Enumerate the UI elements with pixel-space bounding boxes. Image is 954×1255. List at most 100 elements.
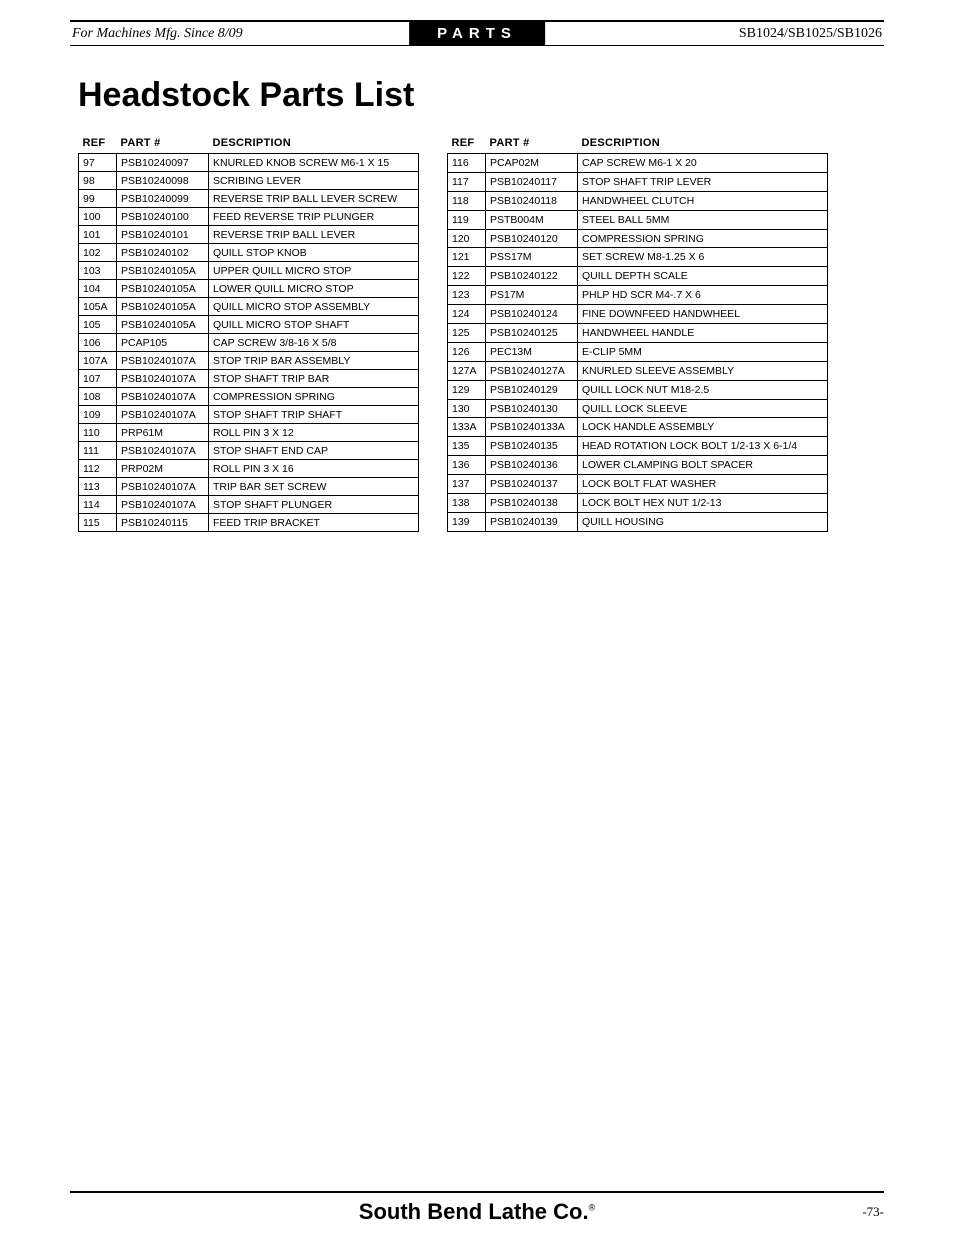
cell-desc: LOCK BOLT HEX NUT 1/2-13 — [578, 494, 828, 513]
col-header-part: PART # — [117, 133, 209, 154]
cell-part: PSB10240127A — [486, 361, 578, 380]
table-row: 112PRP02MROLL PIN 3 X 16 — [79, 460, 419, 478]
cell-part: PSB10240137 — [486, 475, 578, 494]
page-footer: South Bend Lathe Co.® -73- — [70, 1191, 884, 1225]
col-header-desc: DESCRIPTION — [209, 133, 419, 154]
cell-desc: CAP SCREW 3/8-16 X 5/8 — [209, 334, 419, 352]
parts-table-right: REF PART # DESCRIPTION 116PCAP02MCAP SCR… — [447, 133, 828, 532]
cell-ref: 121 — [448, 248, 486, 267]
cell-ref: 100 — [79, 208, 117, 226]
table-row: 136PSB10240136LOWER CLAMPING BOLT SPACER — [448, 456, 828, 475]
cell-ref: 107A — [79, 352, 117, 370]
cell-desc: QUILL DEPTH SCALE — [578, 267, 828, 286]
footer-brand: South Bend Lathe Co.® — [359, 1199, 595, 1225]
cell-ref: 139 — [448, 512, 486, 531]
cell-desc: STOP SHAFT PLUNGER — [209, 496, 419, 514]
cell-ref: 117 — [448, 172, 486, 191]
table-row: 122PSB10240122QUILL DEPTH SCALE — [448, 267, 828, 286]
cell-part: PSB10240107A — [117, 388, 209, 406]
cell-part: PSB10240107A — [117, 352, 209, 370]
cell-ref: 120 — [448, 229, 486, 248]
cell-desc: STOP TRIP BAR ASSEMBLY — [209, 352, 419, 370]
table-row: 119PSTB004MSTEEL BALL 5MM — [448, 210, 828, 229]
cell-ref: 102 — [79, 244, 117, 262]
cell-desc: FEED REVERSE TRIP PLUNGER — [209, 208, 419, 226]
cell-part: PSB10240115 — [117, 514, 209, 532]
registered-mark: ® — [589, 1203, 596, 1213]
cell-ref: 129 — [448, 380, 486, 399]
cell-ref: 114 — [79, 496, 117, 514]
table-row: 101PSB10240101REVERSE TRIP BALL LEVER — [79, 226, 419, 244]
table-row: 108PSB10240107ACOMPRESSION SPRING — [79, 388, 419, 406]
table-row: 115PSB10240115FEED TRIP BRACKET — [79, 514, 419, 532]
table-row: 104PSB10240105ALOWER QUILL MICRO STOP — [79, 280, 419, 298]
cell-part: PSB10240124 — [486, 305, 578, 324]
cell-desc: STOP SHAFT TRIP SHAFT — [209, 406, 419, 424]
cell-part: PSB10240136 — [486, 456, 578, 475]
cell-desc: QUILL LOCK SLEEVE — [578, 399, 828, 418]
table-header-row: REF PART # DESCRIPTION — [448, 133, 828, 154]
cell-part: PSB10240100 — [117, 208, 209, 226]
table-row: 100PSB10240100FEED REVERSE TRIP PLUNGER — [79, 208, 419, 226]
cell-desc: PHLP HD SCR M4-.7 X 6 — [578, 286, 828, 305]
cell-desc: LOCK BOLT FLAT WASHER — [578, 475, 828, 494]
cell-ref: 105 — [79, 316, 117, 334]
cell-part: PSB10240099 — [117, 190, 209, 208]
cell-part: PSB10240117 — [486, 172, 578, 191]
cell-desc: FINE DOWNFEED HANDWHEEL — [578, 305, 828, 324]
cell-part: PSB10240107A — [117, 442, 209, 460]
cell-ref: 105A — [79, 298, 117, 316]
table-row: 107APSB10240107ASTOP TRIP BAR ASSEMBLY — [79, 352, 419, 370]
table-row: 111PSB10240107ASTOP SHAFT END CAP — [79, 442, 419, 460]
table-row: 124PSB10240124FINE DOWNFEED HANDWHEEL — [448, 305, 828, 324]
header-left-text: For Machines Mfg. Since 8/09 — [70, 26, 243, 42]
cell-desc: COMPRESSION SPRING — [209, 388, 419, 406]
cell-ref: 125 — [448, 324, 486, 343]
cell-part: PEC13M — [486, 342, 578, 361]
cell-desc: KNURLED KNOB SCREW M6-1 X 15 — [209, 154, 419, 172]
cell-desc: REVERSE TRIP BALL LEVER — [209, 226, 419, 244]
cell-ref: 106 — [79, 334, 117, 352]
table-row: 137PSB10240137LOCK BOLT FLAT WASHER — [448, 475, 828, 494]
cell-ref: 119 — [448, 210, 486, 229]
cell-desc: HEAD ROTATION LOCK BOLT 1/2-13 X 6-1/4 — [578, 437, 828, 456]
cell-ref: 98 — [79, 172, 117, 190]
cell-desc: LOWER QUILL MICRO STOP — [209, 280, 419, 298]
cell-desc: LOCK HANDLE ASSEMBLY — [578, 418, 828, 437]
page-title: Headstock Parts List — [78, 76, 954, 115]
cell-desc: LOWER CLAMPING BOLT SPACER — [578, 456, 828, 475]
cell-part: PSB10240122 — [486, 267, 578, 286]
cell-ref: 99 — [79, 190, 117, 208]
cell-ref: 112 — [79, 460, 117, 478]
cell-part: PCAP02M — [486, 154, 578, 173]
cell-desc: QUILL MICRO STOP SHAFT — [209, 316, 419, 334]
cell-ref: 115 — [79, 514, 117, 532]
cell-part: PSB10240098 — [117, 172, 209, 190]
table-row: 125PSB10240125HANDWHEEL HANDLE — [448, 324, 828, 343]
cell-desc: KNURLED SLEEVE ASSEMBLY — [578, 361, 828, 380]
cell-part: PSB10240102 — [117, 244, 209, 262]
cell-desc: STOP SHAFT END CAP — [209, 442, 419, 460]
cell-ref: 122 — [448, 267, 486, 286]
cell-part: PSB10240130 — [486, 399, 578, 418]
cell-desc: STOP SHAFT TRIP LEVER — [578, 172, 828, 191]
header-right-text: SB1024/SB1025/SB1026 — [739, 26, 884, 42]
tables-container: REF PART # DESCRIPTION 97PSB10240097KNUR… — [0, 133, 954, 532]
cell-part: PSB10240138 — [486, 494, 578, 513]
table-row: 114PSB10240107ASTOP SHAFT PLUNGER — [79, 496, 419, 514]
cell-desc: QUILL STOP KNOB — [209, 244, 419, 262]
cell-part: PSS17M — [486, 248, 578, 267]
table-header-row: REF PART # DESCRIPTION — [79, 133, 419, 154]
cell-part: PSTB004M — [486, 210, 578, 229]
table-row: 102PSB10240102QUILL STOP KNOB — [79, 244, 419, 262]
table-row: 97PSB10240097KNURLED KNOB SCREW M6-1 X 1… — [79, 154, 419, 172]
cell-desc: UPPER QUILL MICRO STOP — [209, 262, 419, 280]
cell-desc: STEEL BALL 5MM — [578, 210, 828, 229]
cell-desc: E-CLIP 5MM — [578, 342, 828, 361]
cell-ref: 135 — [448, 437, 486, 456]
cell-part: PSB10240107A — [117, 496, 209, 514]
cell-ref: 127A — [448, 361, 486, 380]
cell-desc: STOP SHAFT TRIP BAR — [209, 370, 419, 388]
cell-part: PRP02M — [117, 460, 209, 478]
table-row: 138PSB10240138LOCK BOLT HEX NUT 1/2-13 — [448, 494, 828, 513]
